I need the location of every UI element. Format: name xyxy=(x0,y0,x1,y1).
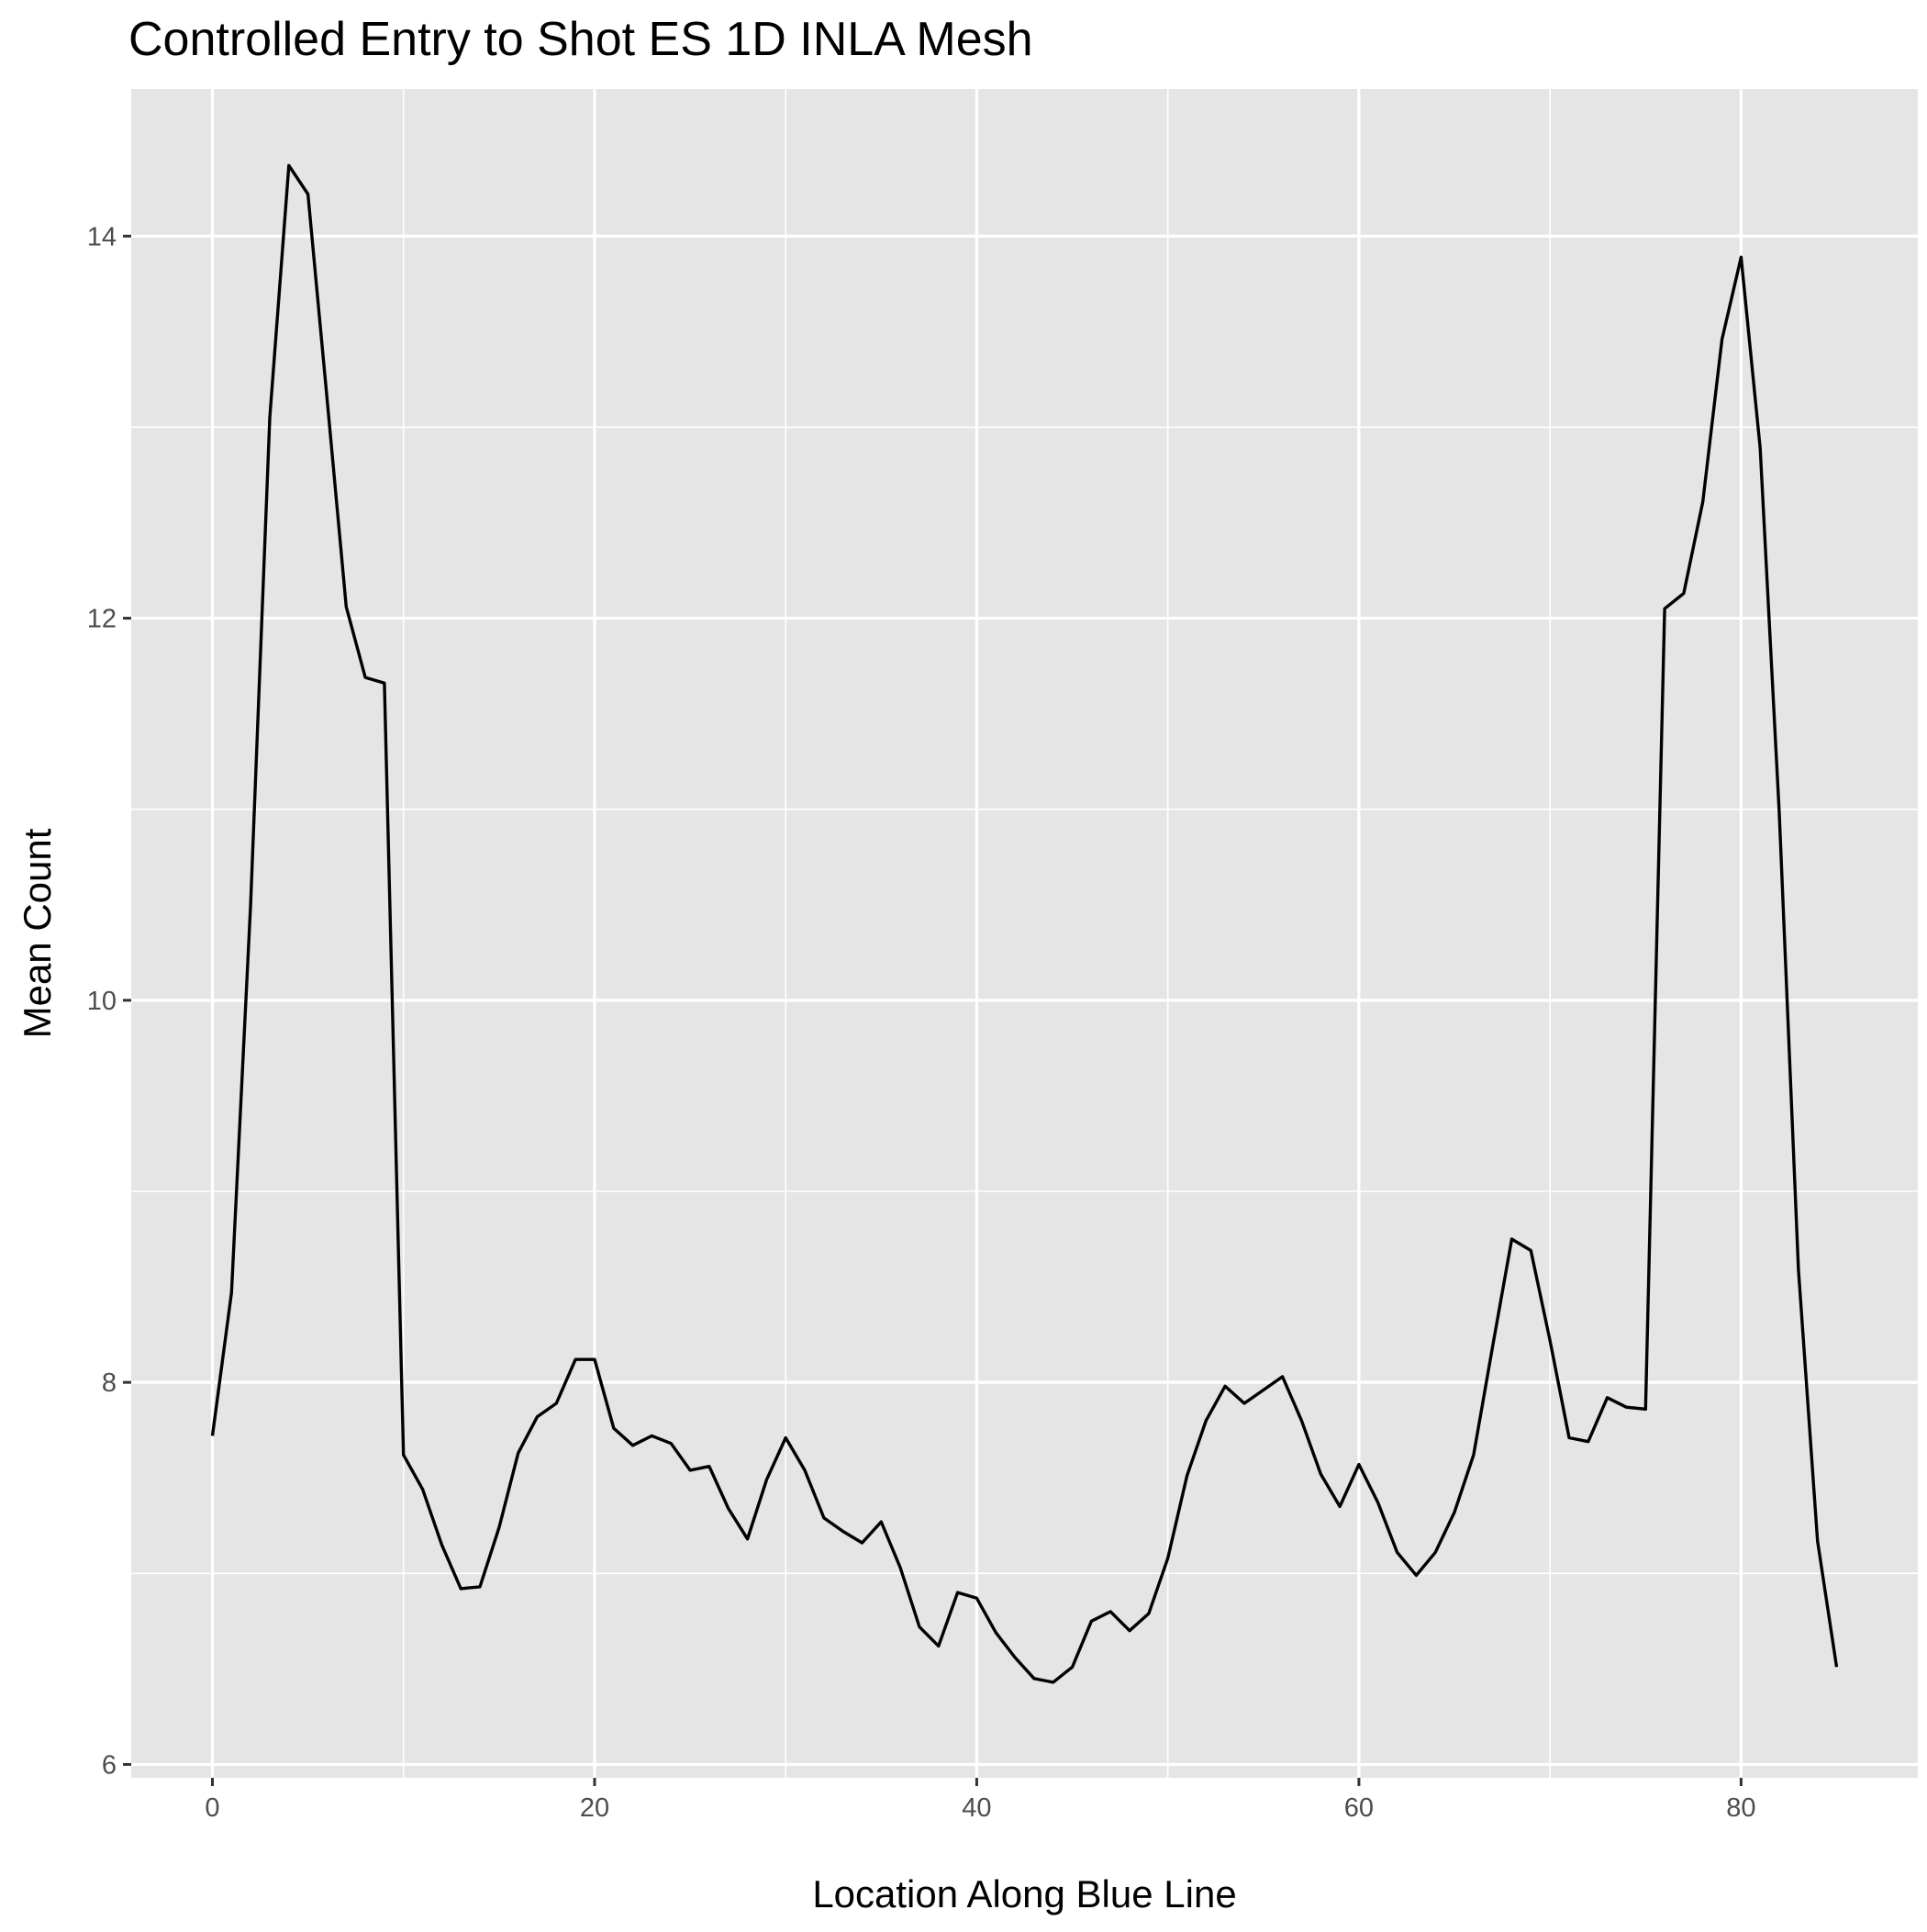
y-tick-label: 6 xyxy=(102,1750,117,1780)
grid-lines xyxy=(131,89,1918,1778)
series-line-0 xyxy=(210,163,1839,1684)
x-tick-label: 0 xyxy=(205,1793,219,1823)
y-tick-label: 12 xyxy=(87,605,117,634)
series-layer xyxy=(210,163,1839,1684)
y-tick-label: 14 xyxy=(87,222,117,251)
plot-panel xyxy=(131,89,1918,1778)
chart-title: Controlled Entry to Shot ES 1D INLA Mesh xyxy=(128,13,1033,66)
x-tick-label: 60 xyxy=(1344,1793,1374,1823)
x-tick-label: 80 xyxy=(1726,1793,1755,1823)
axes: 0 20 40 60 80 6 8 10 12 14 xyxy=(87,222,1756,1823)
y-axis-title: Mean Count xyxy=(16,828,59,1038)
x-tick-label: 20 xyxy=(580,1793,609,1823)
x-tick-label: 40 xyxy=(962,1793,991,1823)
y-tick-label: 10 xyxy=(87,987,117,1016)
x-axis-title: Location Along Blue Line xyxy=(812,1872,1236,1915)
y-tick-label: 8 xyxy=(102,1368,117,1398)
